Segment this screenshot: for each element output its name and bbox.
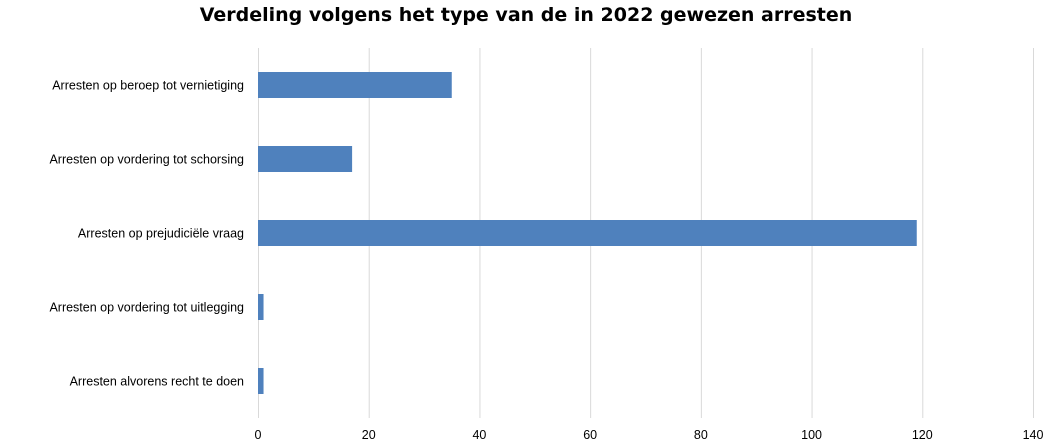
bar-1 bbox=[258, 146, 353, 172]
category-label-3: Arresten op vordering tot uitlegging bbox=[49, 301, 244, 315]
category-label-0: Arresten op beroep tot vernietiging bbox=[52, 79, 244, 93]
bars bbox=[258, 72, 917, 394]
x-tick-label-1: 20 bbox=[362, 428, 376, 442]
category-label-4: Arresten alvorens recht te doen bbox=[70, 375, 244, 389]
x-tick-label-3: 60 bbox=[583, 428, 597, 442]
x-tick-label-4: 80 bbox=[694, 428, 708, 442]
bar-4 bbox=[258, 368, 264, 394]
x-tick-label-0: 0 bbox=[255, 428, 262, 442]
category-label-2: Arresten op prejudiciële vraag bbox=[78, 227, 244, 241]
bar-0 bbox=[258, 72, 452, 98]
x-tick-label-5: 100 bbox=[801, 428, 822, 442]
x-tick-label-6: 120 bbox=[912, 428, 933, 442]
chart-title: Verdeling volgens het type van de in 202… bbox=[199, 4, 853, 26]
x-tick-labels: 0 20 40 60 80 100 120 140 bbox=[255, 428, 1044, 442]
bar-2 bbox=[258, 220, 917, 246]
x-tick-label-2: 40 bbox=[472, 428, 486, 442]
category-labels: Arresten op beroep tot vernietiging Arres… bbox=[49, 79, 244, 389]
category-label-1: Arresten op vordering tot schorsing bbox=[49, 153, 244, 167]
bar-3 bbox=[258, 294, 264, 320]
x-tick-label-7: 140 bbox=[1023, 428, 1044, 442]
